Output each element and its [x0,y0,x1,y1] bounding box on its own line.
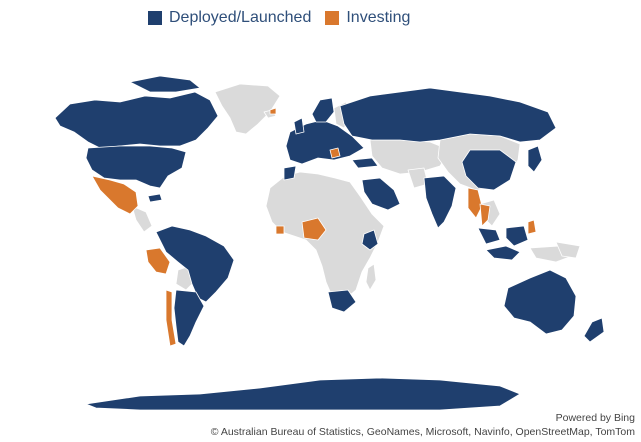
region-balkans[interactable] [329,147,341,159]
region-papua[interactable] [555,241,581,259]
region-malaysia[interactable] [477,227,501,245]
region-canada-arctic[interactable] [129,75,201,93]
legend-item-investing[interactable]: Investing [325,9,410,27]
region-uk[interactable] [293,117,305,135]
region-south-africa[interactable] [327,289,357,313]
deployed-countries [54,75,605,411]
region-philippines[interactable] [527,219,537,235]
legend-swatch-deployed [148,11,162,25]
region-chile[interactable] [165,289,177,347]
region-mexico[interactable] [91,175,139,215]
region-russia[interactable] [339,87,557,143]
region-india[interactable] [423,175,457,229]
region-myanmar[interactable] [467,187,483,219]
region-australia[interactable] [503,269,577,335]
region-kenya[interactable] [361,229,379,251]
region-antarctica[interactable] [85,377,521,411]
region-ivory-coast[interactable] [275,225,285,235]
region-borneo[interactable] [505,225,529,247]
region-central-america[interactable] [131,205,153,233]
region-greenland[interactable] [214,83,281,135]
region-thailand[interactable] [479,203,491,227]
investing-countries [91,107,537,347]
region-usa[interactable] [85,145,187,189]
map-legend: Deployed/Launched Investing [148,9,418,27]
region-china-east[interactable] [461,149,517,191]
region-saudi-arabia[interactable] [361,177,401,211]
region-argentina[interactable] [173,289,205,347]
region-faroe[interactable] [269,107,277,115]
legend-swatch-investing [325,11,340,25]
region-new-zealand[interactable] [583,317,605,343]
region-africa[interactable] [265,171,385,301]
region-madagascar[interactable] [365,263,377,291]
map-copyright: © Australian Bureau of Statistics, GeoNa… [210,426,635,438]
region-indonesia[interactable] [485,245,521,261]
region-cuba[interactable] [147,193,163,203]
region-nigeria[interactable] [301,217,327,241]
region-brazil[interactable] [155,225,235,303]
legend-item-deployed[interactable]: Deployed/Launched [148,9,311,27]
region-turkey[interactable] [351,157,379,169]
legend-label-investing: Investing [346,9,411,26]
powered-by-bing: Powered by Bing [555,412,635,424]
region-morocco[interactable] [283,165,297,181]
region-scandinavia[interactable] [311,97,335,123]
region-peru[interactable] [145,247,171,275]
region-canada[interactable] [54,91,219,149]
region-japan[interactable] [527,145,543,173]
legend-label-deployed: Deployed/Launched [169,9,312,26]
